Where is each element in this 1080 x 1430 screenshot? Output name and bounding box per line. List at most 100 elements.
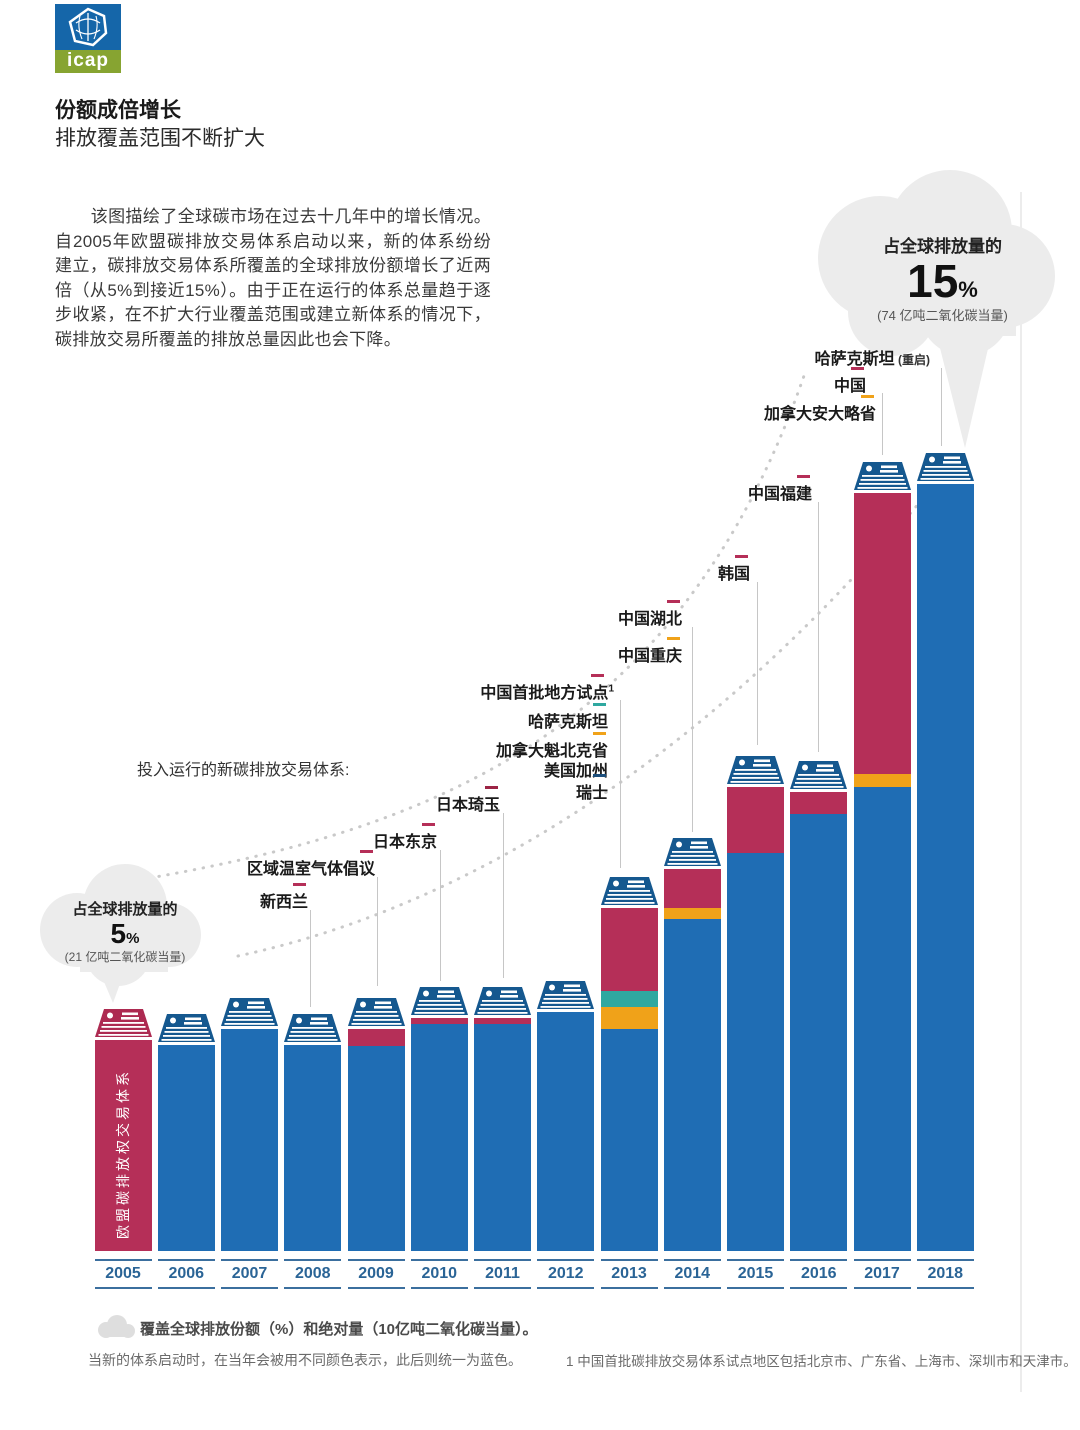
segment-red (600, 908, 658, 991)
page-title: 份额成倍增长 (55, 99, 181, 122)
axis-year-2009: 2009 (347, 1259, 405, 1289)
leader-line-3 (757, 582, 758, 745)
bar-2008 (284, 1014, 342, 1251)
launch-color-tick (591, 674, 604, 677)
bar-2005: 欧盟碳排放权交易体系 (94, 1009, 152, 1251)
system-label-text: 中国福建 (747, 486, 812, 503)
icap-logo: icap (55, 4, 121, 73)
system-label-text: 中国重庆 (617, 648, 682, 665)
year-label: 2010 (421, 1265, 458, 1282)
axis-year-2016: 2016 (790, 1259, 848, 1289)
segment-blue (410, 1023, 468, 1251)
segment-red (410, 1018, 468, 1024)
segment-blue (600, 1029, 658, 1251)
segment-blue (537, 1012, 595, 1251)
launch-color-tick (667, 600, 680, 603)
segment-orange (663, 907, 721, 919)
systems-intro-label: 投入运行的新碳排放交易体系: (137, 762, 350, 779)
bar-2010 (410, 987, 468, 1251)
system-label-text: 中国 (833, 378, 866, 395)
cloud-15-tail (938, 340, 990, 448)
leader-line-9 (310, 910, 311, 1007)
system-label-11: 瑞士 (576, 774, 608, 803)
axis-year-2014: 2014 (663, 1259, 721, 1289)
legend-note: 当新的体系启动时，在当年会被用不同颜色表示，此后则统一为蓝色。 (88, 1352, 522, 1368)
axis-year-2018: 2018 (916, 1259, 974, 1289)
bar-2018 (916, 453, 974, 1251)
segment-teal (600, 990, 658, 1007)
system-label-text: 韩国 (717, 566, 750, 583)
segment-blue (790, 814, 848, 1251)
launch-color-tick (735, 555, 748, 558)
system-label-text: 加拿大安大略省 (763, 406, 876, 423)
bar-cap-icon (916, 453, 974, 486)
segment-red (474, 1018, 531, 1024)
launch-color-tick (485, 786, 498, 789)
axis-year-2011: 2011 (474, 1259, 531, 1289)
axis-year-2015: 2015 (727, 1259, 784, 1289)
segment-red (347, 1029, 405, 1046)
legend-cloud-icon (94, 1314, 140, 1345)
launch-color-tick (797, 475, 810, 478)
year-label: 2015 (737, 1265, 774, 1282)
launch-color-tick (422, 823, 435, 826)
leader-line-7 (440, 850, 441, 981)
launch-color-tick (851, 367, 864, 370)
segment-orange (600, 1007, 658, 1029)
system-label-text: 新西兰 (259, 894, 308, 911)
segment-blue (347, 1045, 405, 1251)
segment-red (663, 869, 721, 908)
intro-paragraph: 该图描绘了全球碳市场在过去十几年中的增长情况。自2005年欧盟碳排放交易体系启动… (55, 207, 491, 349)
bar-cap-icon (727, 756, 784, 789)
system-label-7: 中国首批地方试点1 (480, 674, 614, 703)
system-label-text: 中国首批地方试点 (480, 685, 609, 702)
system-label-text: 美国加州 (543, 763, 608, 780)
segment-blue (853, 786, 911, 1251)
leader-line-0 (941, 368, 942, 446)
bar-cap-icon (94, 1009, 152, 1042)
legend-label: 覆盖全球排放份额（%）和绝对量（10亿吨二氧化碳当量）。 (140, 1321, 538, 1338)
bar-2014 (663, 838, 721, 1251)
year-label: 2012 (547, 1265, 584, 1282)
page-subtitle: 排放覆盖范围不断扩大 (55, 127, 265, 150)
bar-2016 (790, 761, 848, 1251)
annotation-5-value: 5% (110, 918, 140, 949)
system-label-15: 新西兰 (259, 883, 308, 912)
system-label-0: 哈萨克斯坦 (重启) (815, 345, 930, 369)
launch-color-tick (667, 637, 680, 640)
year-label: 2013 (611, 1265, 647, 1282)
launch-color-tick (593, 732, 606, 735)
system-label-2: 加拿大安大略省 (763, 395, 876, 424)
year-label: 2005 (105, 1265, 141, 1282)
segment-blue (727, 853, 784, 1251)
bar-cap-icon (157, 1014, 215, 1047)
system-label-12: 日本琦玉 (435, 786, 500, 815)
leader-line-8 (377, 877, 378, 986)
bar-2017 (853, 462, 911, 1251)
cloud-5-shape (40, 864, 201, 1003)
system-label-14: 区域温室气体倡议 (246, 850, 375, 879)
annotation-15-value: 15% (907, 255, 978, 307)
system-label-8: 哈萨克斯坦 (528, 703, 608, 732)
year-label: 2017 (864, 1265, 900, 1282)
system-label-text: 区域温室气体倡议 (246, 861, 375, 878)
bar-2007 (221, 998, 278, 1251)
leader-line-4 (692, 627, 693, 832)
bar-cap-icon (410, 987, 468, 1020)
segment-red (790, 792, 848, 814)
bar-cap-icon (221, 998, 278, 1031)
leader-line-1 (882, 393, 883, 455)
system-label-suffix: (重启) (894, 353, 930, 367)
cloud-15-shape (818, 170, 1055, 448)
icap-logo-globe-icon (55, 4, 121, 50)
system-label-6: 中国重庆 (617, 637, 682, 666)
year-label: 2011 (485, 1265, 520, 1282)
system-label-text: 日本琦玉 (435, 797, 500, 814)
system-label-1: 中国 (833, 367, 866, 396)
system-label-text: 加拿大魁北克省 (495, 743, 608, 760)
leader-line-5 (620, 700, 621, 868)
annotation-15-detail: (74 亿吨二氧化碳当量) (877, 308, 1008, 324)
system-label-text: 中国湖北 (617, 611, 682, 628)
axis-year-2005: 2005 (94, 1259, 152, 1289)
